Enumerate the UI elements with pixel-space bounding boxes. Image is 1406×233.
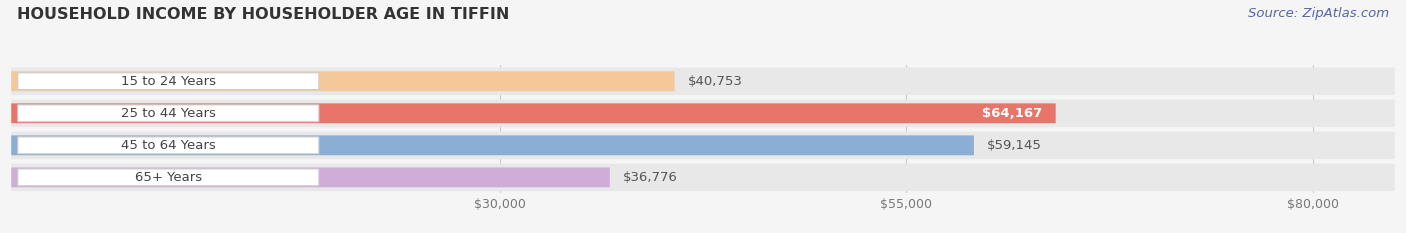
FancyBboxPatch shape bbox=[11, 164, 1395, 191]
Text: $64,167: $64,167 bbox=[983, 107, 1043, 120]
Text: Source: ZipAtlas.com: Source: ZipAtlas.com bbox=[1249, 7, 1389, 20]
FancyBboxPatch shape bbox=[11, 103, 1056, 123]
Text: 65+ Years: 65+ Years bbox=[135, 171, 202, 184]
FancyBboxPatch shape bbox=[11, 132, 1395, 159]
Text: 15 to 24 Years: 15 to 24 Years bbox=[121, 75, 215, 88]
Text: 45 to 64 Years: 45 to 64 Years bbox=[121, 139, 215, 152]
Text: $40,753: $40,753 bbox=[688, 75, 742, 88]
FancyBboxPatch shape bbox=[11, 99, 1395, 127]
FancyBboxPatch shape bbox=[11, 68, 1395, 95]
Text: $59,145: $59,145 bbox=[987, 139, 1042, 152]
Text: 25 to 44 Years: 25 to 44 Years bbox=[121, 107, 215, 120]
Text: HOUSEHOLD INCOME BY HOUSEHOLDER AGE IN TIFFIN: HOUSEHOLD INCOME BY HOUSEHOLDER AGE IN T… bbox=[17, 7, 509, 22]
FancyBboxPatch shape bbox=[18, 137, 319, 154]
FancyBboxPatch shape bbox=[11, 135, 974, 155]
Text: $36,776: $36,776 bbox=[623, 171, 678, 184]
FancyBboxPatch shape bbox=[18, 73, 319, 90]
FancyBboxPatch shape bbox=[18, 169, 319, 186]
FancyBboxPatch shape bbox=[18, 105, 319, 122]
FancyBboxPatch shape bbox=[11, 71, 675, 91]
FancyBboxPatch shape bbox=[11, 168, 610, 187]
